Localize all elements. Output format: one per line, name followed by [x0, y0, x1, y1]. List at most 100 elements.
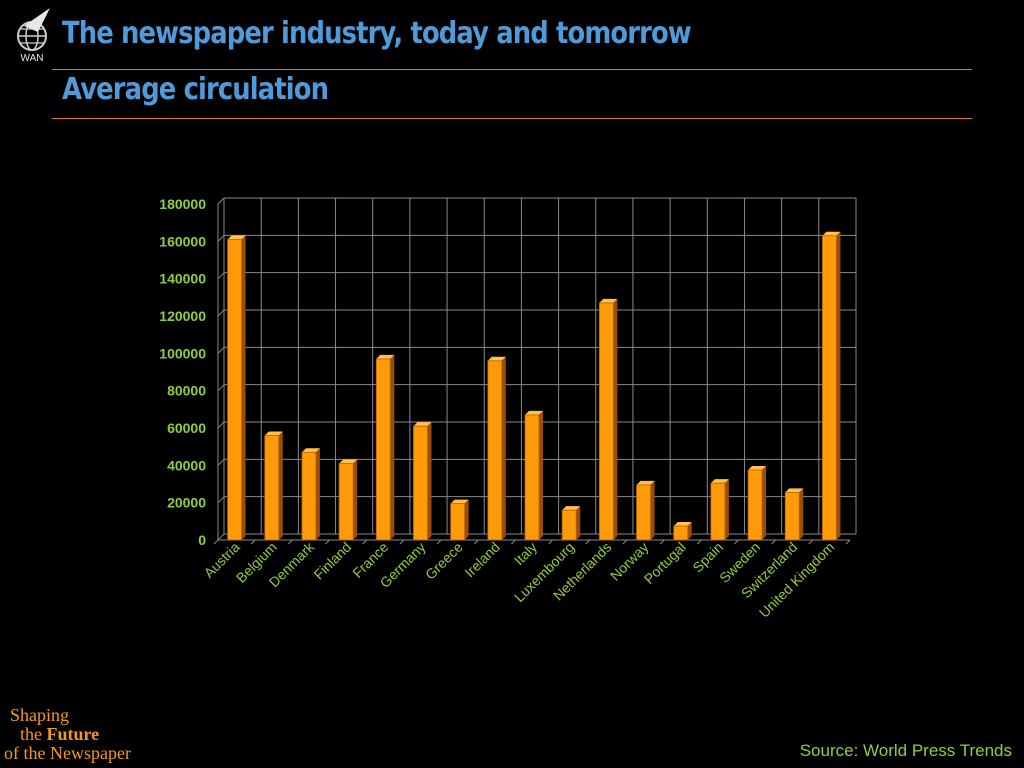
bar-sweden: [747, 469, 763, 541]
bar-top: [525, 410, 543, 415]
tick-connector: [217, 197, 225, 205]
bar-france: [375, 358, 391, 541]
bar-side: [799, 488, 804, 540]
x-category-label: Finland: [310, 539, 354, 583]
bar-side: [539, 410, 543, 540]
bar-austria: [227, 239, 242, 541]
slide-title: The newspaper industry, today and tomorr…: [62, 16, 692, 51]
bar-side: [353, 459, 358, 540]
footer-line-1: Shaping: [10, 705, 70, 725]
y-tick-label: 40000: [167, 457, 206, 473]
bar-side: [724, 479, 729, 540]
bar-top: [822, 231, 841, 236]
bar-top: [599, 298, 618, 303]
bar-top: [562, 506, 581, 511]
x-tick: [548, 539, 553, 545]
y-tick-label: 60000: [167, 420, 206, 436]
bar-top: [450, 499, 469, 504]
bar-spain: [710, 482, 726, 541]
footer-the: the: [20, 724, 42, 744]
x-tick: [585, 539, 591, 545]
slide-subtitle: Average circulation: [62, 72, 329, 107]
tick-connector: [217, 234, 225, 242]
x-category-label: Ireland: [461, 539, 503, 581]
x-tick: [399, 539, 405, 545]
footer-brand: Shaping the Future of the Newspaper: [4, 706, 131, 763]
bar-side: [762, 466, 767, 540]
y-tick-label: 0: [198, 532, 206, 548]
bar-united-kingdom: [822, 235, 837, 541]
y-tick-label: 140000: [159, 271, 206, 287]
y-tick-label: 20000: [167, 495, 206, 511]
bar-side: [241, 235, 246, 540]
y-tick-label: 180000: [159, 196, 206, 212]
x-tick: [213, 539, 219, 545]
subtitle-divider: [52, 118, 972, 119]
bar-denmark: [301, 451, 317, 541]
bar-side: [464, 499, 469, 540]
bar-side: [650, 480, 655, 540]
bar-top: [301, 448, 320, 453]
bar-top: [710, 479, 729, 484]
x-tick: [362, 539, 368, 545]
bar-greece: [450, 503, 466, 541]
bar-side: [315, 448, 320, 540]
bar-side: [613, 298, 618, 540]
tick-connector: [217, 272, 225, 280]
x-tick: [511, 539, 516, 545]
bar-netherlands: [598, 302, 614, 541]
bar-finland: [338, 463, 354, 541]
bar-top: [748, 466, 767, 470]
bar-side: [576, 506, 581, 540]
x-tick: [808, 539, 814, 545]
x-category-label: Portugal: [641, 539, 689, 587]
footer-line-3: of the Newspaper: [4, 743, 131, 763]
bar-top: [487, 356, 506, 361]
footer-line-2: the Future: [4, 725, 131, 744]
tick-connector: [217, 421, 225, 429]
x-tick: [287, 539, 293, 545]
y-tick-label: 160000: [159, 233, 206, 249]
bar-luxembourg: [561, 509, 577, 541]
y-tick-label: 100000: [159, 345, 206, 361]
tick-connector: [217, 458, 225, 466]
bar-germany: [413, 425, 428, 541]
y-tick-label: 80000: [167, 383, 206, 399]
bar-switzerland: [784, 491, 800, 541]
x-category-label: Italy: [511, 539, 540, 568]
x-tick: [734, 539, 739, 545]
bar-top: [673, 522, 692, 526]
tick-connector: [217, 384, 225, 392]
bar-ireland: [487, 360, 503, 541]
x-tick: [696, 539, 702, 545]
x-tick: [436, 539, 442, 545]
wan-logo: WAN: [17, 8, 50, 64]
bar-side: [278, 431, 283, 540]
tick-connector: [217, 533, 225, 541]
footer-future: Future: [46, 724, 100, 744]
bar-top: [413, 422, 432, 427]
bar-top: [227, 235, 246, 240]
x-tick: [659, 539, 665, 545]
bar-norway: [636, 484, 651, 541]
tick-connector: [217, 496, 225, 504]
bar-side: [390, 354, 395, 540]
bar-side: [836, 231, 841, 540]
bar-side: [687, 522, 692, 540]
bar-top: [785, 488, 804, 493]
y-tick-label: 120000: [159, 308, 206, 324]
x-tick: [622, 539, 628, 545]
x-tick: [250, 539, 256, 545]
title-divider: [52, 69, 972, 70]
bar-top: [264, 431, 283, 436]
bar-side: [501, 356, 506, 540]
bar-portugal: [673, 525, 689, 541]
logo-text: WAN: [21, 53, 44, 64]
bar-top: [339, 459, 358, 464]
bar-top: [376, 354, 395, 359]
x-tick: [325, 539, 330, 545]
x-tick: [771, 539, 777, 545]
bar-italy: [524, 414, 540, 541]
source-note: Source: World Press Trends: [799, 741, 1012, 760]
